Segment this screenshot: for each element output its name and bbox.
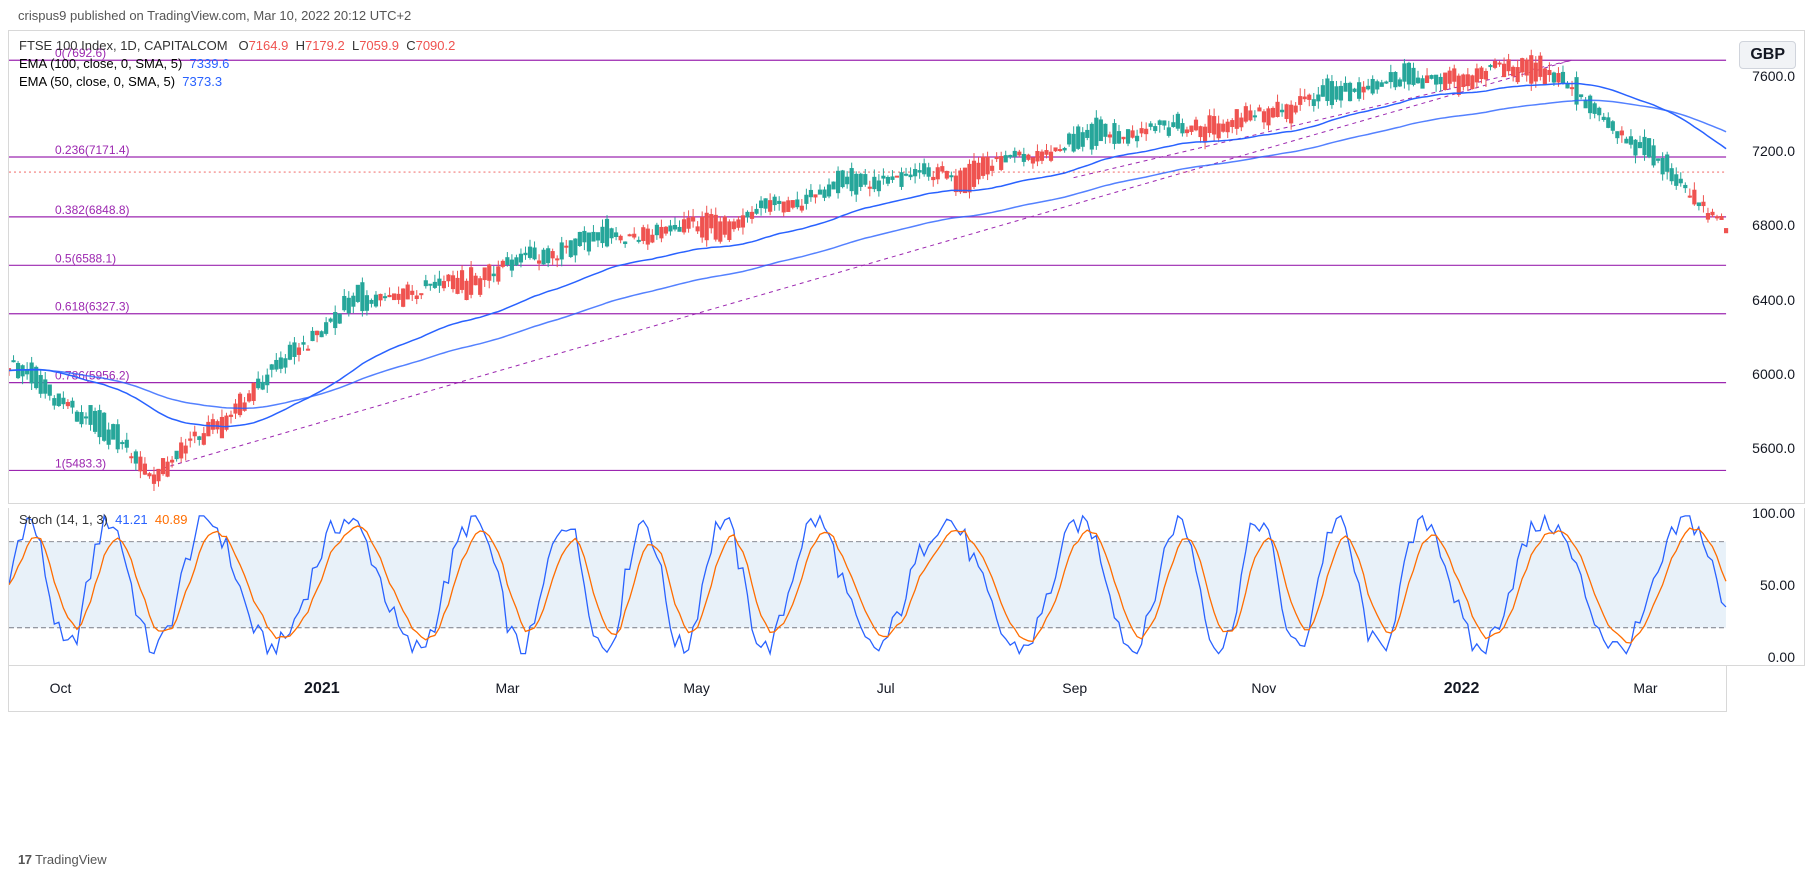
stoch-axis: 100.00 50.00 0.00 [1727,508,1805,666]
svg-text:0.5(6588.1): 0.5(6588.1) [55,251,116,265]
symbol-interval: 1D [120,38,137,53]
ema100-label: EMA (100, close, 0, SMA, 5) [19,56,182,71]
ema100-row: EMA (100, close, 0, SMA, 5) 7339.6 [19,55,455,73]
stoch-k: 41.21 [115,512,148,527]
publish-header: crispus9 published on TradingView.com, M… [18,8,411,23]
time-label: 2021 [304,680,340,698]
time-label: Oct [50,680,72,696]
tv-logo-icon: 17 [18,852,31,867]
price-tick: 6800.0 [1752,217,1795,233]
stoch-legend: Stoch (14, 1, 3) 41.21 40.89 [19,512,187,527]
publish-date: Mar 10, 2022 20:12 UTC+2 [253,8,411,23]
stoch-label: Stoch (14, 1, 3) [19,512,108,527]
symbol-exchange: CAPITALCOM [144,38,228,53]
price-tick: 7200.0 [1752,143,1795,159]
svg-text:0.618(6327.3): 0.618(6327.3) [55,300,130,314]
time-label: Jul [877,680,895,696]
price-tick: 6400.0 [1752,292,1795,308]
price-axis: 7600.0 7200.0 6800.0 6400.0 6000.0 5600.0 [1727,30,1805,504]
site: TradingView.com [147,8,246,23]
symbol-row: FTSE 100 Index, 1D, CAPITALCOM O7164.9 H… [19,37,455,55]
high-value: 7179.2 [305,38,345,53]
time-label: Sep [1062,680,1087,696]
ohlc: O7164.9 H7179.2 L7059.9 C7090.2 [238,38,455,53]
svg-text:0.236(7171.4): 0.236(7171.4) [55,143,130,157]
ema50-row: EMA (50, close, 0, SMA, 5) 7373.3 [19,73,455,91]
stoch-svg [9,508,1804,666]
stoch-tick: 0.00 [1768,649,1795,665]
price-tick: 7600.0 [1752,68,1795,84]
time-axis: Oct 2021 Mar May Jul Sep Nov 2022 Mar [8,666,1727,712]
publisher: crispus9 [18,8,66,23]
ema50-value: 7373.3 [182,74,222,89]
open-value: 7164.9 [249,38,289,53]
svg-text:1(5483.3): 1(5483.3) [55,456,106,470]
price-tick: 6000.0 [1752,366,1795,382]
publish-sep: published on [70,8,147,23]
time-label: 2022 [1444,680,1480,698]
ema100-value: 7339.6 [190,56,230,71]
time-label: Mar [1633,680,1657,696]
time-label: Mar [495,680,519,696]
low-value: 7059.9 [359,38,399,53]
symbol-name: FTSE 100 Index [19,38,113,53]
ema50-label: EMA (50, close, 0, SMA, 5) [19,74,175,89]
footer-text: TradingView [35,852,107,867]
time-label: Nov [1251,680,1276,696]
stoch-panel[interactable]: Stoch (14, 1, 3) 41.21 40.89 [8,508,1805,666]
time-label: May [683,680,709,696]
price-chart-svg: 0(7692.6)0.236(7171.4)0.382(6848.8)0.5(6… [9,31,1804,504]
stoch-tick: 100.00 [1752,505,1795,521]
close-value: 7090.2 [416,38,456,53]
stoch-d: 40.89 [155,512,188,527]
svg-text:0.382(6848.8): 0.382(6848.8) [55,203,130,217]
legend: FTSE 100 Index, 1D, CAPITALCOM O7164.9 H… [19,37,455,91]
stoch-tick: 50.00 [1760,577,1795,593]
footer: 17 TradingView [18,852,107,867]
price-tick: 5600.0 [1752,440,1795,456]
main-chart-panel[interactable]: 0(7692.6)0.236(7171.4)0.382(6848.8)0.5(6… [8,30,1805,504]
